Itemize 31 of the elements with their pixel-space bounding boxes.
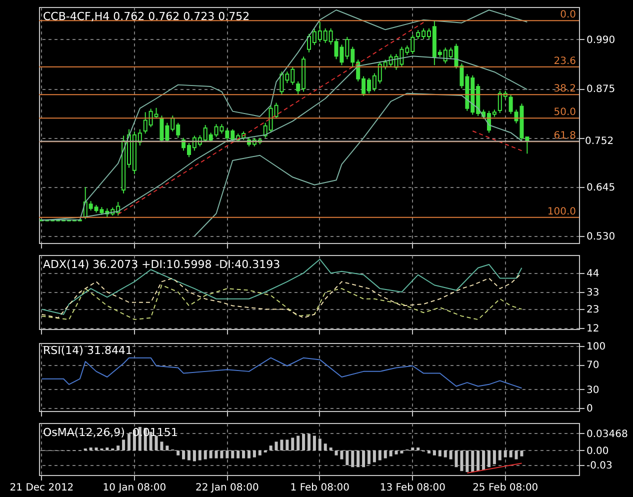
- y-tick-label: 30: [586, 384, 600, 396]
- y-tick-label: 12: [586, 324, 600, 335]
- y-tick-label: 70: [586, 360, 600, 372]
- y-tick-label: -0.03: [586, 460, 612, 472]
- x-tick-label: 10 Jan 08:00: [102, 482, 166, 494]
- x-tick-label: 21 Dec 2012: [10, 482, 74, 494]
- y-tick-label: 100: [586, 342, 606, 353]
- x-tick-label: 22 Jan 08:00: [196, 482, 259, 494]
- annotation: 100.0: [547, 206, 576, 218]
- annotation: 0.0: [560, 10, 576, 21]
- chart-title: CCB-4CF,H4 0.762 0.762 0.723 0.752: [43, 10, 250, 23]
- y-tick-label: 0.875: [586, 84, 616, 96]
- y-tick-label: 0.00: [586, 446, 609, 457]
- x-tick-label: 1 Feb 08:00: [290, 482, 350, 494]
- y-tick-label: 0.990: [586, 34, 616, 46]
- annotation: 38.2: [554, 84, 576, 95]
- ref-line-label: 0.752: [585, 136, 614, 148]
- y-tick-label: 0.645: [586, 182, 616, 194]
- y-tick-label: 0: [586, 403, 593, 414]
- y-tick-label: 44: [586, 268, 600, 280]
- annotation: 50.0: [554, 107, 576, 118]
- annotation: 23.6: [554, 56, 576, 67]
- y-tick-label: 0.530: [586, 232, 616, 243]
- y-tick-label: 23: [586, 304, 600, 316]
- chart-title: ADX(14) 36.2073 +DI:10.5998 -DI:40.3193: [43, 258, 280, 271]
- chart-title: RSI(14) 31.8441: [43, 344, 132, 358]
- y-tick-label: 33: [586, 288, 600, 298]
- y-tick-label: 0.03468: [586, 428, 628, 440]
- x-tick-label: 13 Feb 08:00: [380, 482, 446, 494]
- annotation: 61.8: [554, 130, 576, 142]
- x-tick-label: 25 Feb 08:00: [472, 482, 538, 494]
